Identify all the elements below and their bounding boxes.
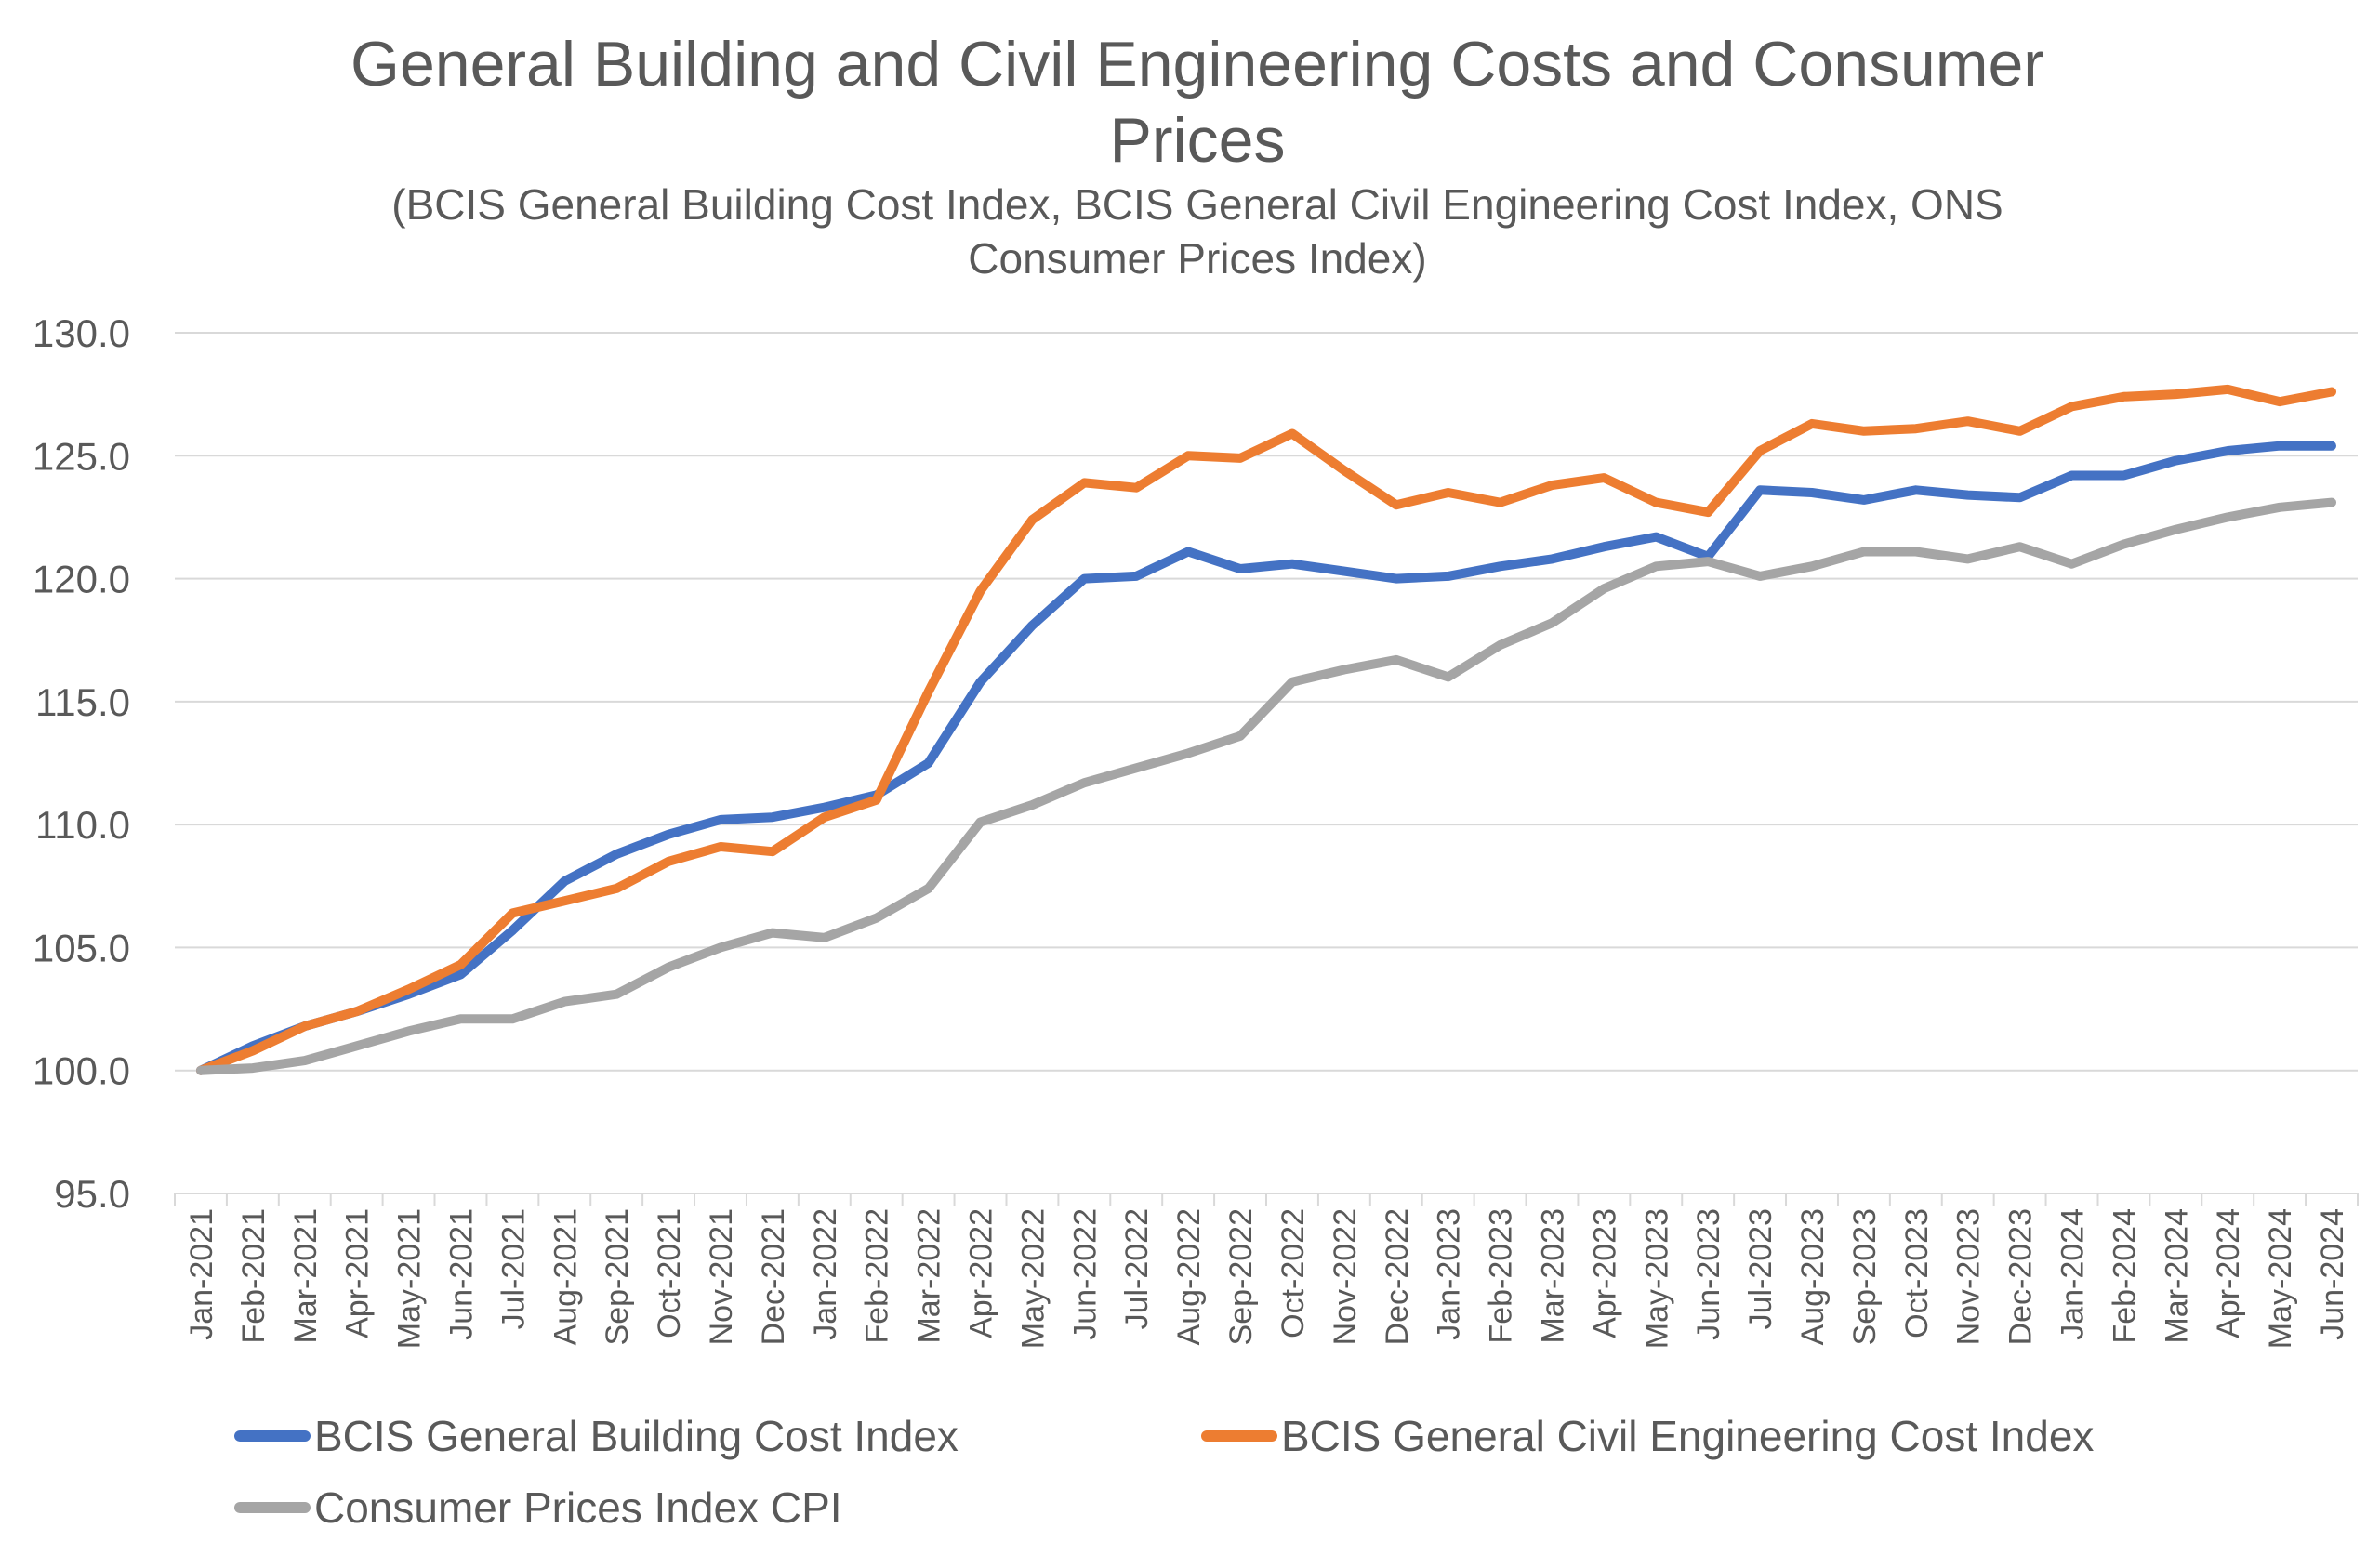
x-axis: Jan-2021 Feb-2021 Mar-2021 Apr-2021 May-2021… [174, 1193, 2359, 1349]
x-tick-label: Feb-2021 [236, 1208, 271, 1344]
x-tick-label: Sep-2023 [1847, 1208, 1883, 1345]
y-tick-label: 130.0 [33, 311, 130, 355]
legend-label-1: BCIS General Building Cost Index [314, 1412, 959, 1460]
x-tick-label: Jul-2023 [1743, 1208, 1778, 1329]
chart-title-line-1: General Building and Civil Engineering C… [350, 29, 2044, 99]
x-tick-label: Oct-2023 [1899, 1208, 1935, 1338]
x-tick-label: Sep-2022 [1223, 1208, 1259, 1345]
x-tick-label: Jan-2022 [808, 1208, 843, 1340]
y-tick-label: 105.0 [33, 926, 130, 969]
x-tick-label: Mar-2021 [288, 1208, 324, 1344]
y-tick-label: 100.0 [33, 1049, 130, 1093]
y-tick-label: 115.0 [35, 680, 130, 724]
series-line-3 [196, 497, 2336, 1075]
chart-subtitle-line-1: (BCIS General Building Cost Index, BCIS … [391, 180, 2003, 229]
x-tick-label: Jan-2021 [184, 1208, 219, 1340]
x-tick-label: Jun-2023 [1691, 1208, 1726, 1340]
x-tick-label: Feb-2022 [860, 1208, 895, 1344]
x-tick-label: Nov-2021 [704, 1208, 739, 1345]
y-tick-label: 125.0 [33, 434, 130, 478]
x-tick-label: Apr-2023 [1587, 1208, 1622, 1338]
series-line-1 [196, 441, 2336, 1075]
x-tick-label: Aug-2021 [548, 1208, 583, 1345]
x-tick-label: Mar-2023 [1535, 1208, 1570, 1344]
x-tick-label: Nov-2023 [1951, 1208, 1987, 1345]
legend-label-3: Consumer Prices Index CPI [314, 1483, 842, 1532]
y-tick-label: 95.0 [54, 1172, 130, 1216]
x-tick-label: Apr-2021 [340, 1208, 376, 1338]
series-line-2 [196, 384, 2336, 1075]
x-tick-label: Mar-2022 [912, 1208, 947, 1344]
x-tick-label: Jun-2021 [443, 1208, 479, 1340]
x-tick-label: May-2024 [2263, 1208, 2298, 1349]
x-tick-label: May-2023 [1639, 1208, 1674, 1349]
chart-title-line-2: Prices [1110, 105, 1286, 176]
x-tick-label: Sep-2021 [600, 1208, 635, 1345]
x-tick-label: Oct-2021 [652, 1208, 687, 1338]
x-tick-label: Feb-2023 [1484, 1208, 1519, 1344]
gridlines [175, 332, 2358, 1072]
legend-label-2: BCIS General Civil Engineering Cost Inde… [1281, 1412, 2094, 1460]
x-tick-label: Jul-2022 [1119, 1208, 1155, 1329]
x-tick-label: Feb-2024 [2107, 1208, 2142, 1344]
series-lines [196, 384, 2336, 1075]
x-tick-label: Aug-2022 [1171, 1208, 1207, 1345]
x-tick-label: Apr-2024 [2211, 1208, 2246, 1338]
x-tick-label: Aug-2023 [1795, 1208, 1831, 1345]
x-tick-label: May-2021 [392, 1208, 428, 1349]
x-tick-label: Mar-2024 [2159, 1208, 2194, 1344]
y-tick-label: 120.0 [33, 558, 130, 601]
x-tick-label: Jul-2021 [496, 1208, 531, 1329]
x-tick-label: Dec-2023 [2003, 1208, 2039, 1345]
chart-subtitle-line-2: Consumer Prices Index) [968, 234, 1426, 283]
x-tick-label: Dec-2022 [1380, 1208, 1415, 1345]
x-tick-label: May-2022 [1015, 1208, 1051, 1349]
x-tick-label: Nov-2022 [1328, 1208, 1363, 1345]
x-tick-label: Jan-2024 [2056, 1208, 2091, 1340]
y-tick-label: 110.0 [35, 803, 130, 847]
y-axis-tick-labels: 130.0 125.0 120.0 115.0 110.0 105.0 100.0 95.0 [33, 311, 130, 1216]
x-tick-label: Jan-2023 [1432, 1208, 1467, 1340]
x-tick-label: Jun-2022 [1067, 1208, 1103, 1340]
legend: BCIS General Building Cost Index BCIS Gen… [234, 1412, 2094, 1532]
x-tick-label: Jun-2024 [2315, 1208, 2350, 1340]
x-tick-label: Oct-2022 [1276, 1208, 1311, 1338]
x-tick-label: Apr-2022 [964, 1208, 999, 1338]
x-tick-label: Dec-2021 [756, 1208, 791, 1345]
